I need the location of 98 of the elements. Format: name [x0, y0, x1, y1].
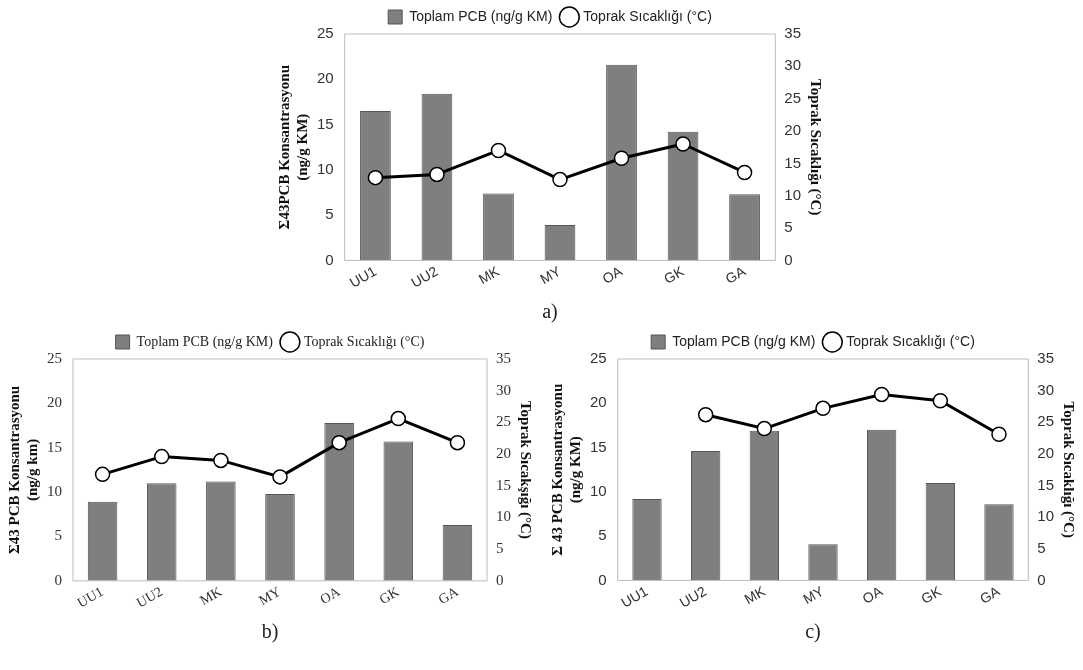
y2-tick-label: 0: [1037, 570, 1046, 588]
text: a): [541, 300, 559, 323]
y-tick-label: 5: [598, 526, 607, 544]
y-tick-label: 10: [47, 483, 62, 500]
point: [675, 136, 691, 152]
legend-label: Toplam PCB (ng/g KM): [136, 333, 274, 350]
y2-tick-label: 0: [784, 250, 793, 268]
y-tick-label: 20: [590, 393, 607, 411]
legend-label: Toprak Sıcaklığı (°C): [846, 332, 975, 349]
y-tick-label: 0: [54, 571, 62, 588]
point: [272, 469, 288, 485]
y2-tick-label: 0: [496, 571, 504, 588]
y2-tick-label: 35: [1037, 349, 1054, 367]
point: [367, 169, 384, 186]
x-tick-label: GK: [660, 262, 688, 287]
x-tick-label: OA: [317, 583, 343, 607]
text: c): [804, 620, 822, 643]
x-tick-label: GK: [376, 583, 402, 607]
y-tick-label: 10: [590, 482, 607, 500]
y2-tick-label: 25: [1037, 412, 1054, 430]
point: [873, 386, 890, 403]
x-tick-label: MK: [197, 583, 225, 609]
legend-label: Toplam PCB (ng/g KM): [672, 332, 816, 349]
x-tick-label: UU2: [408, 262, 441, 291]
y-tick-label: 25: [47, 349, 62, 366]
point: [552, 171, 568, 188]
point: [736, 164, 753, 181]
point: [815, 400, 831, 417]
y2-tick-label: 25: [784, 88, 801, 106]
y-axis-title: Σ43PCB Konsantrasyonu (ng/g KM): [275, 65, 311, 230]
point: [449, 434, 466, 451]
y-tick-label: 0: [325, 250, 334, 268]
y2-tick-label: 10: [784, 185, 801, 203]
point: [390, 410, 407, 427]
legend-label: Toprak Sıcaklığı (°C): [583, 7, 712, 24]
x-tick-label: MY: [800, 582, 828, 608]
point: [490, 142, 507, 159]
point: [213, 452, 229, 469]
point: [991, 426, 1007, 443]
x-tick-label: UU2: [133, 583, 166, 611]
y2-tick-label: 15: [1037, 475, 1054, 493]
x-tick-label: UU1: [618, 582, 651, 611]
y2-tick-label: 30: [784, 56, 801, 74]
y2-tick-label: 10: [1037, 507, 1054, 525]
y2-tick-label: 15: [496, 476, 511, 493]
legend-label: Toplam PCB (ng/g KM): [409, 7, 553, 24]
x-tick-label: GK: [918, 582, 945, 607]
y-tick-label: 0: [598, 570, 607, 588]
x-tick-label: MK: [741, 582, 769, 608]
y2-tick-label: 5: [496, 540, 504, 557]
y-tick-label: 15: [47, 438, 62, 455]
x-tick-label: UU1: [346, 262, 380, 291]
x-tick-label: MY: [256, 583, 284, 609]
y2-axis-title: Toprak Sıcaklığı (°C): [1060, 401, 1078, 538]
y-axis-title: Σ43 PCB Konsantrasyonu (ng/g km): [5, 385, 41, 555]
y-tick-label: 25: [317, 24, 334, 42]
x-tick-label: UU2: [676, 582, 710, 611]
text: b): [260, 620, 280, 643]
x-tick-label: GA: [435, 583, 461, 607]
x-tick-label: MY: [537, 262, 565, 288]
point: [613, 150, 630, 166]
x-tick-label: OA: [599, 262, 626, 287]
x-tick-label: UU1: [74, 583, 106, 611]
y2-tick-label: 20: [496, 445, 511, 462]
x-tick-label: MK: [475, 262, 503, 288]
point: [331, 434, 347, 451]
point: [697, 406, 714, 423]
x-tick-label: GA: [976, 582, 1003, 607]
point: [153, 448, 170, 465]
y-tick-label: 15: [317, 114, 334, 132]
y-tick-label: 25: [590, 349, 607, 367]
y-tick-label: 10: [317, 160, 334, 178]
y2-axis-title: Toprak Sıcaklığı (°C): [807, 79, 825, 216]
point: [94, 466, 111, 483]
y2-tick-label: 30: [1037, 380, 1054, 398]
y2-tick-label: 20: [1037, 444, 1054, 462]
y-tick-label: 20: [317, 69, 334, 87]
legend-label: Toprak Sıcaklığı (°C): [303, 333, 425, 350]
x-tick-label: OA: [859, 582, 886, 607]
point: [756, 420, 773, 437]
y-tick-label: 5: [325, 205, 334, 223]
y-tick-label: 20: [47, 394, 62, 411]
y2-tick-label: 35: [496, 349, 511, 366]
y-tick-label: 15: [590, 437, 607, 455]
point: [932, 393, 949, 409]
y2-tick-label: 20: [784, 121, 801, 139]
y2-axis-title: Toprak Sıcakşığı (°C): [517, 400, 535, 539]
y-axis-title: Σ 43 PCB Konsantrasyonu (ng/g KM): [548, 383, 584, 556]
x-tick-label: GA: [722, 262, 749, 287]
point: [429, 166, 445, 183]
y2-tick-label: 5: [1037, 538, 1046, 556]
y2-tick-label: 10: [496, 508, 511, 525]
y2-tick-label: 30: [496, 381, 511, 398]
y2-tick-label: 25: [496, 413, 511, 430]
y-tick-label: 5: [54, 527, 62, 544]
y2-tick-label: 5: [784, 218, 793, 236]
y2-tick-label: 35: [784, 24, 801, 42]
y2-tick-label: 15: [784, 153, 801, 171]
